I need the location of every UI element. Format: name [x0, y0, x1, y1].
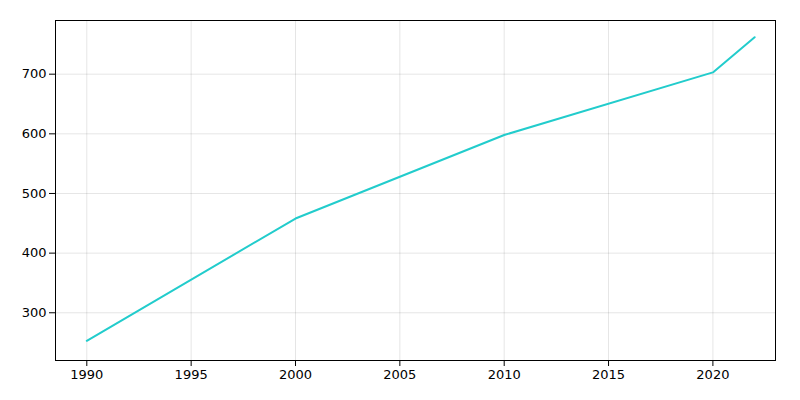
svg-text:400: 400	[22, 245, 47, 260]
svg-text:500: 500	[22, 186, 47, 201]
svg-text:2000: 2000	[279, 367, 312, 382]
svg-text:2010: 2010	[488, 367, 521, 382]
svg-text:1995: 1995	[175, 367, 208, 382]
svg-text:2005: 2005	[383, 367, 416, 382]
svg-text:600: 600	[22, 126, 47, 141]
svg-text:2015: 2015	[592, 367, 625, 382]
svg-text:2020: 2020	[696, 367, 729, 382]
svg-text:300: 300	[22, 305, 47, 320]
svg-text:700: 700	[22, 66, 47, 81]
svg-text:1990: 1990	[70, 367, 103, 382]
